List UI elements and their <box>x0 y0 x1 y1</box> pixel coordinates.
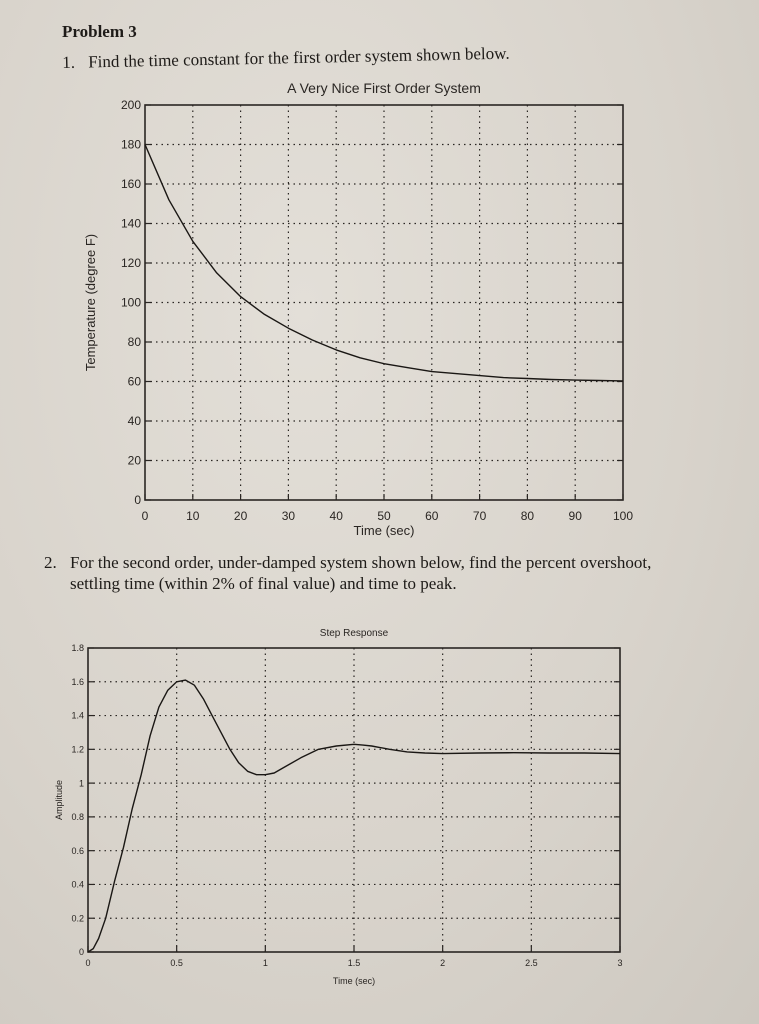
y-tick-label: 0.6 <box>71 846 84 856</box>
x-tick-label: 1.5 <box>348 958 361 968</box>
y-tick-label: 0 <box>134 493 141 507</box>
problem-title: Problem 3 <box>62 22 137 41</box>
y-tick-label: 20 <box>128 454 142 468</box>
y-tick-label: 1.8 <box>71 643 84 653</box>
y-tick-label: 0.4 <box>71 880 84 890</box>
y-tick-label: 1 <box>79 778 84 788</box>
x-tick-label: 0 <box>142 509 149 523</box>
y-tick-label: 160 <box>121 177 141 191</box>
question-2-line-1: For the second order, under-damped syste… <box>70 553 652 572</box>
x-axis-label: Time (sec) <box>333 976 375 986</box>
x-tick-label: 90 <box>569 509 583 523</box>
x-tick-label: 100 <box>613 509 633 523</box>
chart-title: Step Response <box>320 628 389 639</box>
y-tick-label: 120 <box>121 256 141 270</box>
y-tick-label: 0.2 <box>71 913 84 923</box>
y-tick-label: 40 <box>128 414 142 428</box>
x-tick-label: 30 <box>282 509 296 523</box>
x-tick-label: 50 <box>377 509 391 523</box>
chart-title: A Very Nice First Order System <box>287 80 481 96</box>
x-tick-label: 0.5 <box>170 958 183 968</box>
x-tick-label: 60 <box>425 509 439 523</box>
x-tick-label: 20 <box>234 509 248 523</box>
y-tick-label: 1.2 <box>71 744 84 754</box>
y-tick-label: 1.6 <box>71 677 84 687</box>
plot-frame <box>87 647 621 953</box>
x-tick-label: 2 <box>440 958 445 968</box>
y-tick-label: 140 <box>121 217 141 231</box>
x-tick-label: 10 <box>186 509 200 523</box>
y-tick-label: 60 <box>128 375 142 389</box>
y-tick-label: 200 <box>121 98 141 112</box>
y-tick-label: 0 <box>79 947 84 957</box>
question-2: 2. For the second order, under-damped sys… <box>44 552 744 594</box>
x-tick-label: 0 <box>85 958 90 968</box>
x-tick-label: 80 <box>521 509 535 523</box>
x-axis-label: Time (sec) <box>354 523 415 538</box>
x-tick-label: 3 <box>617 958 622 968</box>
question-2-line-2: settling time (within 2% of final value)… <box>70 574 457 593</box>
x-tick-label: 2.5 <box>525 958 538 968</box>
question-2-number: 2. <box>44 553 57 572</box>
y-axis-label: Temperature (degree F) <box>83 234 98 371</box>
y-tick-label: 0.8 <box>71 812 84 822</box>
y-tick-label: 1.4 <box>71 711 84 721</box>
data-line-step <box>87 679 621 953</box>
x-tick-label: 40 <box>330 509 344 523</box>
y-axis-label: Amplitude <box>54 780 64 820</box>
y-tick-label: 100 <box>121 296 141 310</box>
data-line-response <box>144 144 624 382</box>
x-tick-label: 70 <box>473 509 487 523</box>
y-tick-label: 80 <box>128 335 142 349</box>
x-tick-label: 1 <box>263 958 268 968</box>
y-tick-label: 180 <box>121 138 141 152</box>
